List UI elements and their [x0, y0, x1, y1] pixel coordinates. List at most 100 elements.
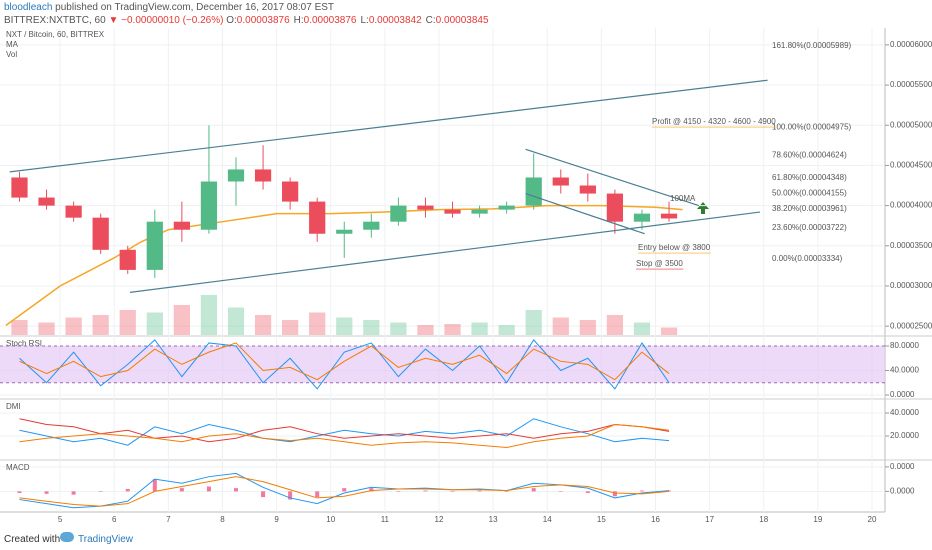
candle-body: [227, 169, 245, 182]
y-tick-label: 0.00002500: [890, 321, 932, 330]
histogram-bar: [315, 491, 320, 498]
volume-bar: [227, 307, 245, 335]
trend-line: [525, 148, 699, 207]
volume-bar: [11, 320, 28, 335]
candle-body: [65, 205, 82, 218]
candle-body: [552, 177, 569, 186]
x-tick-label: 16: [651, 515, 660, 524]
histogram-bar: [504, 491, 509, 492]
y-tick-label: 0.00005500: [890, 80, 932, 89]
created-with: Created with: [4, 534, 61, 545]
ohlc: O:0.00003876 H:0.00003876 L:0.00003842 C:0.…: [226, 15, 492, 26]
histogram-bar: [71, 491, 76, 495]
histogram-bar: [639, 490, 644, 492]
pane-title: NXT / Bitcoin, 60, BITTREX: [6, 30, 105, 39]
volume-bar: [200, 295, 218, 335]
brand[interactable]: TradingView: [78, 534, 134, 545]
y-tick-label: 0.0000: [890, 462, 915, 471]
histogram-bar: [179, 488, 184, 492]
series-line: [19, 418, 670, 443]
pane-title: DMI: [6, 402, 21, 411]
candle-body: [417, 205, 434, 210]
histogram-bar: [423, 490, 428, 492]
y-tick-label: 0.0000: [890, 487, 915, 496]
series-line: [19, 423, 670, 449]
y-tick-label: 0.00003500: [890, 241, 932, 250]
volume-bar: [146, 312, 163, 335]
candle-body: [119, 249, 136, 270]
candle-body: [282, 181, 299, 202]
y-tick-label: 40.0000: [890, 366, 919, 375]
ohlc-label: H:: [293, 15, 304, 26]
candle-body: [92, 217, 109, 250]
volume-bar: [173, 305, 190, 335]
candle-body: [336, 229, 353, 234]
ohlc-label: C:: [425, 15, 436, 26]
x-tick-label: 17: [705, 515, 714, 524]
volume-bar: [579, 320, 596, 335]
volume-bar: [119, 310, 136, 335]
fib-level: 100.00%(0.00004975): [772, 122, 852, 131]
candle-body: [390, 205, 407, 222]
volume-bar: [363, 320, 380, 335]
candle-body: [579, 185, 596, 194]
candle-body: [38, 197, 55, 206]
header: bloodleach published on TradingView.com,…: [0, 0, 932, 28]
candle-body: [444, 209, 461, 214]
volume-bar: [498, 325, 515, 335]
annotation: Entry below @ 3800: [638, 243, 711, 252]
volume-bar: [38, 322, 55, 335]
candle-body: [309, 201, 326, 234]
fib-level: 23.60%(0.00003722): [772, 223, 847, 232]
y-tick-label: 0.00004000: [890, 201, 932, 210]
fib-level: 50.00%(0.00004155): [772, 188, 847, 197]
histogram-bar: [450, 491, 455, 492]
volume-bar: [660, 327, 678, 335]
x-tick-label: 19: [813, 515, 822, 524]
legend-entry: MA: [6, 40, 19, 49]
x-tick-label: 20: [868, 515, 877, 524]
volume-bar: [65, 317, 82, 335]
volume-bar: [309, 312, 326, 335]
volume-bar: [444, 324, 461, 335]
candle-body: [471, 209, 488, 214]
series-line: [19, 339, 670, 390]
ohlc-label: O:: [226, 15, 237, 26]
histogram-bar: [585, 491, 590, 494]
candle-body: [498, 205, 515, 210]
y-tick-label: 0.0000: [890, 390, 915, 399]
candle-body: [173, 221, 190, 230]
x-tick-label: 6: [112, 515, 117, 524]
y-tick-label: 0.00006000: [890, 40, 932, 49]
legend-entry: Vol: [6, 50, 17, 59]
volume-bar: [254, 315, 272, 335]
volume-bar: [633, 322, 651, 335]
volume-bar: [282, 320, 299, 335]
annotation: 100MA: [670, 194, 696, 203]
y-tick-label: 40.0000: [890, 408, 919, 417]
fib-level: 78.60%(0.00004624): [772, 151, 847, 160]
series-line: [19, 418, 670, 446]
publish-line: bloodleach published on TradingView.com,…: [4, 2, 334, 13]
symbol-line: BITTREX:NXTBTC, 60 ▼ −0.00000010 (−0.26%…: [4, 15, 493, 26]
candle-body: [254, 169, 272, 182]
ohlc-label: L:: [360, 15, 369, 26]
y-tick-label: 0.00004500: [890, 161, 932, 170]
histogram-bar: [44, 491, 49, 494]
volume-bar: [417, 325, 434, 335]
y-tick-label: 0.00003000: [890, 281, 932, 290]
ohlc-value: 0.00003876: [303, 15, 357, 26]
logo: [60, 532, 74, 542]
candle-body: [525, 177, 542, 206]
trend-line: [9, 79, 768, 173]
x-tick-label: 14: [543, 515, 552, 524]
histogram-bar: [234, 488, 238, 492]
histogram-bar: [342, 488, 347, 492]
x-tick-label: 5: [58, 515, 63, 524]
author[interactable]: bloodleach: [4, 2, 53, 13]
ohlc-value: 0.00003842: [368, 15, 422, 26]
volume-bar: [606, 315, 624, 335]
candle-body: [200, 181, 218, 230]
histogram-bar: [612, 491, 617, 497]
x-tick-label: 10: [326, 515, 335, 524]
